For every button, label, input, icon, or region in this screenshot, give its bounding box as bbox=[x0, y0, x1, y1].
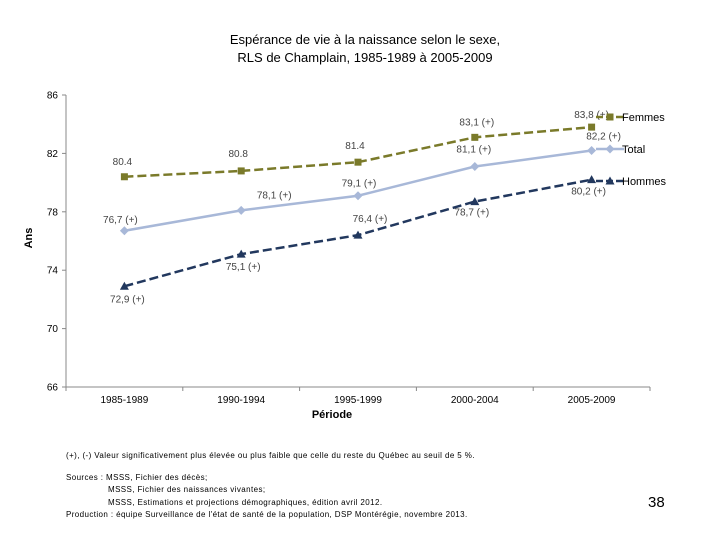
data-label-femmes: 83,8 (+) bbox=[574, 110, 609, 121]
significance-note: (+), (-) Valeur significativement plus é… bbox=[66, 451, 475, 460]
y-tick-label: 86 bbox=[47, 91, 59, 102]
point-total bbox=[236, 205, 246, 215]
legend-item-femmes: Femmes bbox=[596, 112, 665, 124]
point-femmes bbox=[354, 158, 362, 166]
point-hommes bbox=[587, 175, 597, 184]
x-tick-label: 1990-1994 bbox=[217, 395, 265, 406]
legend-item-hommes: Hommes bbox=[596, 176, 667, 188]
x-axis-title: Période bbox=[312, 409, 352, 421]
data-label-total: 81,1 (+) bbox=[456, 145, 491, 156]
data-label-femmes: 81.4 bbox=[345, 141, 365, 152]
data-label-femmes: 80.8 bbox=[228, 149, 248, 160]
y-tick-label: 82 bbox=[47, 149, 59, 160]
x-axis: 1985-1989 1990-1994 1995-1999 2000-2004 2005… bbox=[65, 386, 651, 406]
point-total bbox=[119, 226, 129, 236]
legend-marker-hommes bbox=[605, 176, 615, 185]
point-femmes bbox=[237, 167, 245, 175]
point-femmes bbox=[471, 133, 479, 141]
data-label-femmes: 80.4 bbox=[113, 157, 133, 168]
data-label-total: 79,1 (+) bbox=[342, 179, 377, 190]
point-total bbox=[587, 145, 597, 155]
y-tick-label: 70 bbox=[47, 324, 59, 335]
y-tick-label: 66 bbox=[47, 383, 59, 394]
data-label-hommes: 75,1 (+) bbox=[226, 262, 261, 273]
series-femmes: 80.4 80.8 81.4 83,1 (+) 83,8 (+) bbox=[113, 110, 609, 181]
point-femmes bbox=[588, 123, 596, 131]
legend-label-total: Total bbox=[622, 144, 645, 156]
point-hommes bbox=[470, 197, 480, 206]
point-total bbox=[470, 162, 480, 172]
series-hommes: 72,9 (+) 75,1 (+) 76,4 (+) 78,7 (+) 80,2 (+) bbox=[110, 175, 606, 305]
data-label-hommes: 72,9 (+) bbox=[110, 294, 145, 305]
legend: Femmes Total Hommes bbox=[596, 112, 667, 188]
data-label-hommes: 76,4 (+) bbox=[353, 214, 388, 225]
page-number: 38 bbox=[648, 494, 665, 511]
point-hommes bbox=[119, 281, 129, 290]
sources-line-2: MSSS, Fichier des naissances vivantes; bbox=[108, 485, 266, 494]
data-label-total: 76,7 (+) bbox=[103, 215, 138, 226]
data-label-total: 78,1 (+) bbox=[257, 190, 292, 201]
life-expectancy-chart: Espérance de vie à la naissance selon le… bbox=[23, 32, 667, 421]
series-total: 76,7 (+) 78,1 (+) 79,1 (+) 81,1 (+) 82,2 (+) bbox=[103, 131, 621, 236]
legend-marker-femmes bbox=[606, 113, 614, 121]
legend-marker-total bbox=[605, 144, 615, 154]
point-total bbox=[353, 191, 363, 201]
series-layer: 80.4 80.8 81.4 83,1 (+) 83,8 (+) 76,7 (+) 78,1… bbox=[103, 110, 621, 305]
sources-line-3: MSSS, Estimations et projections démogra… bbox=[108, 497, 383, 507]
x-tick-label: 1995-1999 bbox=[334, 395, 382, 406]
x-tick-label: 1985-1989 bbox=[100, 395, 148, 406]
point-femmes bbox=[120, 173, 128, 181]
legend-label-femmes: Femmes bbox=[622, 112, 665, 124]
point-hommes bbox=[353, 230, 363, 239]
data-label-total: 82,2 (+) bbox=[586, 131, 621, 142]
legend-label-hommes: Hommes bbox=[622, 176, 667, 188]
x-tick-label: 2000-2004 bbox=[451, 395, 499, 406]
y-tick-label: 74 bbox=[47, 266, 59, 277]
data-label-hommes: 78,7 (+) bbox=[454, 208, 489, 219]
production-note: Production : équipe Surveillance de l'ét… bbox=[66, 510, 468, 519]
chart-title-line2: RLS de Champlain, 1985-1989 à 2005-2009 bbox=[237, 50, 492, 65]
legend-item-total: Total bbox=[596, 144, 645, 156]
point-hommes bbox=[236, 249, 246, 258]
sources-line-1: Sources : MSSS, Fichier des décès; bbox=[66, 472, 208, 482]
x-tick-label: 2005-2009 bbox=[568, 395, 616, 406]
chart-title-line1: Espérance de vie à la naissance selon le… bbox=[230, 32, 500, 47]
data-label-femmes: 83,1 (+) bbox=[459, 117, 494, 128]
y-axis: 86 82 78 74 70 66 bbox=[47, 91, 67, 394]
y-tick-label: 78 bbox=[47, 207, 59, 218]
chart-notes: (+), (-) Valeur significativement plus é… bbox=[66, 450, 475, 522]
y-axis-title: Ans bbox=[23, 228, 35, 249]
data-label-hommes: 80,2 (+) bbox=[571, 187, 606, 198]
